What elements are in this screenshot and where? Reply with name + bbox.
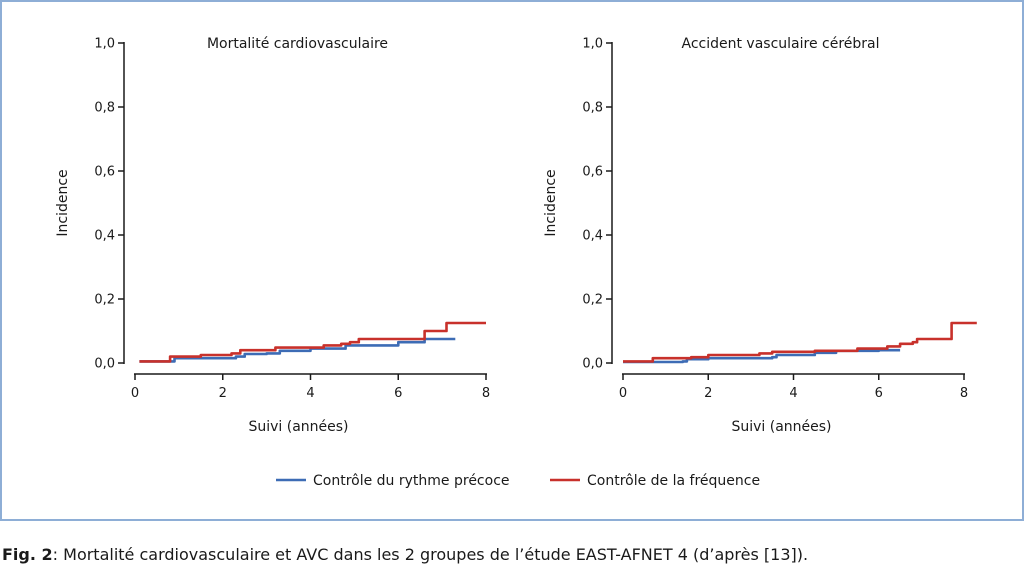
panel2-x-tick-label: 2 [704,386,712,401]
panel1-x-tick-label: 8 [482,386,490,401]
panel1-y-tick-label: 0,8 [94,101,115,116]
panel1-series-usual-line [139,321,486,363]
panel2-x-tick-label: 4 [789,386,797,401]
panel1-series-early-line [139,337,456,363]
panel2-y-tick-label: 0,4 [582,229,603,244]
panel2-x-tick-label: 0 [619,386,627,401]
caption-label: Fig. 2 [2,545,53,564]
figure-caption: Fig. 2: Mortalité cardiovasculaire et AV… [2,545,808,564]
panel2-title: Accident vasculaire cérébral [681,36,879,52]
panel2-y-tick-label: 1,0 [582,37,603,52]
caption-text: : Mortalité cardiovasculaire et AVC dans… [52,545,809,564]
legend-label-early: Contrôle du rythme précoce [313,473,510,489]
panel2-series-usual-line [623,321,977,363]
panel2-series-early-line [623,348,901,364]
panel2-y-tick-label: 0,8 [582,101,603,116]
panel1-x-tick-label: 6 [394,386,402,401]
panel2-x-axis-label: Suivi (années) [731,419,831,435]
panel1-y-tick-label: 0,2 [94,293,115,308]
panel1-x-tick-label: 2 [219,386,227,401]
panel2-x-tick-label: 8 [960,386,968,401]
panel1-y-tick-label: 0,4 [94,229,115,244]
panel2-y-tick-label: 0,2 [582,293,603,308]
panel2-x-tick-label: 6 [875,386,883,401]
panel2-y-tick-label: 0,6 [582,165,603,180]
panel1-y-tick-label: 0,0 [94,357,115,372]
charts-svg: 0,0 0,2 0,4 0,6 0,8 1,0 0 2 4 6 8 Mortalité cardiov… [55,36,977,489]
panel1-title: Mortalité cardiovasculaire [207,36,388,52]
panel1-y-axis-label: Incidence [55,169,71,236]
legend-label-usual: Contrôle de la fréquence [587,473,760,489]
panel2-y-tick-label: 0,0 [582,357,603,372]
panel1-x-tick-label: 4 [306,386,314,401]
panel1-x-axis-label: Suivi (années) [248,419,348,435]
figure-frame: 0,0 0,2 0,4 0,6 0,8 1,0 0 2 4 6 8 Mortalité cardiov… [0,0,1024,521]
panel1-y-tick-label: 0,6 [94,165,115,180]
panel1-y-tick-label: 1,0 [94,37,115,52]
panel2-y-axis-label: Incidence [543,169,559,236]
panel1-x-tick-label: 0 [131,386,139,401]
